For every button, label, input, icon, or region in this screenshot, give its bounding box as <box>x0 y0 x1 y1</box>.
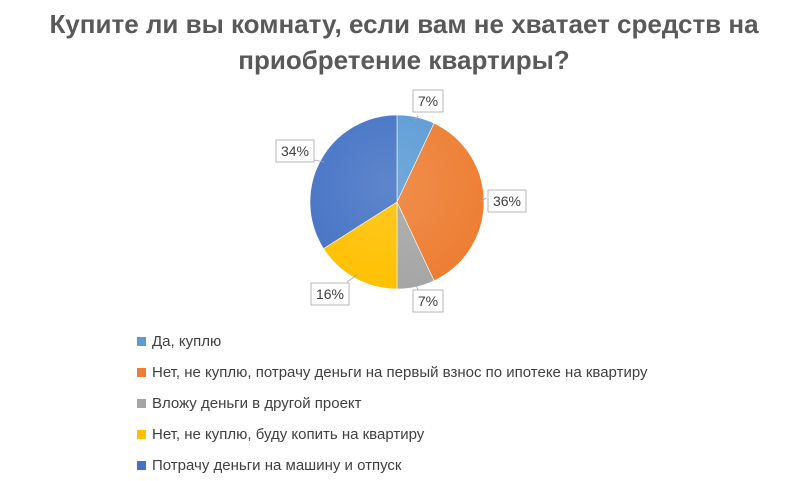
leader-line <box>414 115 419 122</box>
legend-item: Да, куплю <box>137 326 737 357</box>
legend-item: Нет, не куплю, буду копить на квартиру <box>137 419 737 450</box>
legend-swatch <box>137 430 146 439</box>
data-label: 36% <box>493 193 521 209</box>
chart-title-line-1: Купите ли вы комнату, если вам не хватае… <box>49 9 759 39</box>
legend-item: Вложу деньги в другой проект <box>137 388 737 419</box>
data-label-box <box>310 282 350 306</box>
leader-line <box>479 197 487 203</box>
legend-label: Да, куплю <box>152 333 222 350</box>
legend-label: Нет, не куплю, потрачу деньги на первый … <box>152 364 648 381</box>
legend-label: Вложу деньги в другой проект <box>152 395 362 412</box>
chart-title-line-2: приобретение квартиры? <box>238 45 570 75</box>
leader-line <box>346 274 358 283</box>
legend-swatch <box>137 337 146 346</box>
leader-line <box>414 282 419 291</box>
data-label-box <box>412 89 444 113</box>
legend-item: Нет, не куплю, потрачу деньги на первый … <box>137 357 737 388</box>
legend-swatch <box>137 368 146 377</box>
legend: Да, куплю Нет, не куплю, потрачу деньги … <box>137 326 737 481</box>
legend-swatch <box>137 399 146 408</box>
data-label-box <box>275 139 315 163</box>
legend-label: Нет, не куплю, буду копить на квартиру <box>152 426 425 443</box>
data-label: 7% <box>418 93 438 109</box>
legend-swatch <box>137 461 146 470</box>
legend-label: Потрачу деньги на машину и отпуск <box>152 457 402 474</box>
data-label: 34% <box>281 143 309 159</box>
pie-chart: 7% 36% 7% 16% 34% <box>275 89 527 313</box>
leader-line <box>313 159 325 163</box>
legend-item: Потрачу деньги на машину и отпуск <box>137 450 737 481</box>
data-label-box <box>487 189 527 213</box>
data-label: 7% <box>418 293 438 309</box>
data-label: 16% <box>316 286 344 302</box>
data-label-box <box>412 289 444 313</box>
chart-title: Купите ли вы комнату, если вам не хватае… <box>0 6 808 78</box>
